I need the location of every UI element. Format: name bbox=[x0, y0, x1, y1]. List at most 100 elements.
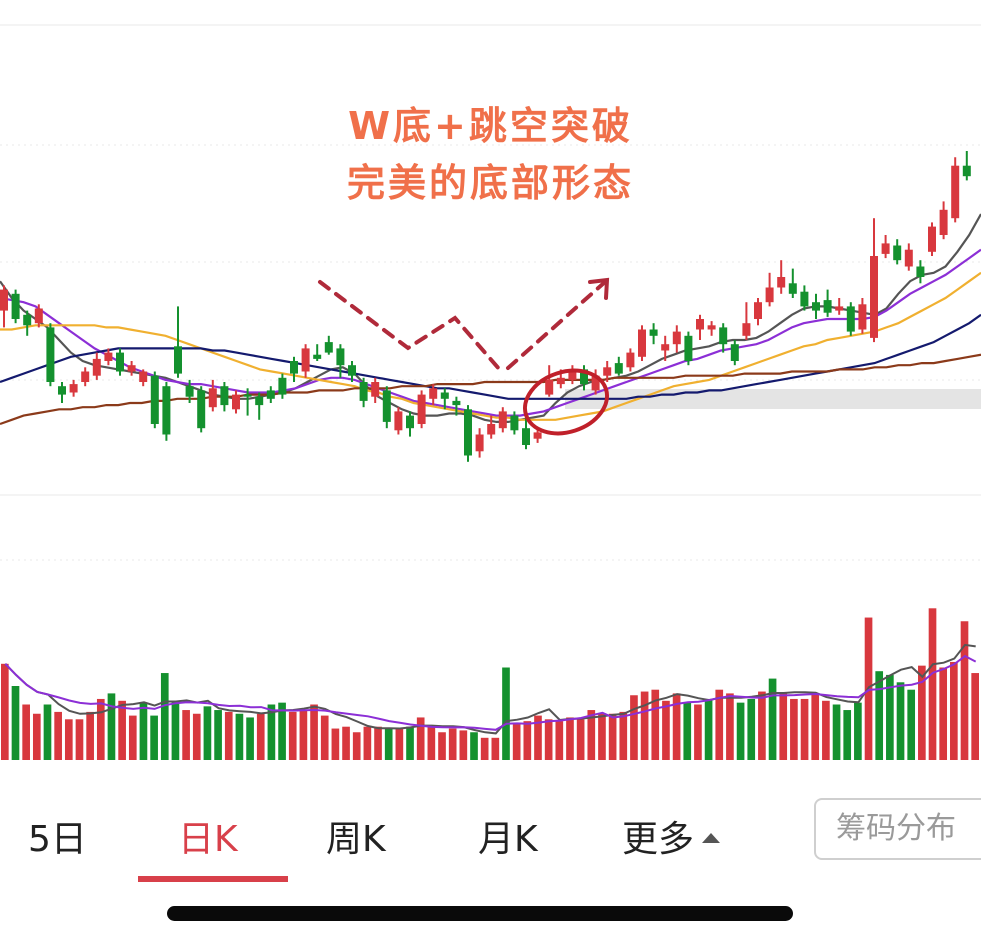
candle-body bbox=[812, 302, 820, 311]
candle bbox=[313, 344, 322, 361]
candle bbox=[684, 331, 693, 366]
volume-bars bbox=[1, 608, 979, 760]
volume-bar bbox=[139, 702, 148, 760]
volume-bar bbox=[886, 674, 894, 760]
candle-body bbox=[754, 302, 762, 319]
volume-bar bbox=[534, 715, 542, 760]
volume-bar bbox=[790, 698, 798, 760]
candle-body bbox=[893, 245, 902, 261]
candle bbox=[11, 289, 20, 324]
volume-bar bbox=[907, 689, 916, 760]
volume-bar bbox=[406, 726, 414, 760]
breakout-dashed-arrow-line bbox=[506, 280, 607, 370]
candle bbox=[464, 405, 472, 462]
candle-body bbox=[591, 375, 600, 391]
candle-body bbox=[881, 243, 890, 254]
candle bbox=[603, 361, 612, 382]
candle bbox=[92, 352, 101, 380]
candle-body bbox=[928, 226, 936, 252]
volume-bar bbox=[896, 682, 905, 760]
candle-body bbox=[904, 249, 913, 267]
candle-body bbox=[835, 306, 844, 311]
volume-bar bbox=[726, 693, 734, 760]
candle-body bbox=[846, 306, 855, 332]
volume-bar bbox=[54, 711, 62, 760]
candle-body bbox=[11, 293, 20, 319]
volume-bar bbox=[75, 719, 84, 760]
volume-bar bbox=[246, 717, 254, 760]
candle-body bbox=[336, 348, 345, 366]
candle bbox=[359, 377, 368, 408]
tab-more[interactable]: 更多 bbox=[622, 810, 721, 862]
candle-body bbox=[765, 287, 774, 303]
volume-bar bbox=[502, 667, 510, 760]
volume-ma5-line bbox=[4, 643, 976, 735]
volume-bar bbox=[811, 693, 820, 760]
candle bbox=[58, 382, 66, 403]
candle bbox=[394, 407, 403, 435]
candle-body bbox=[487, 424, 496, 435]
candle-body bbox=[464, 409, 472, 456]
candle bbox=[754, 298, 762, 326]
annotation-subtitle: 完美的底部形态 bbox=[346, 161, 634, 205]
candle-body bbox=[800, 291, 809, 307]
candle-body bbox=[382, 390, 391, 422]
volume-bar bbox=[459, 730, 468, 760]
candle-body bbox=[429, 388, 438, 399]
candle-body bbox=[46, 327, 55, 382]
candle-body bbox=[533, 432, 542, 439]
candle-body bbox=[672, 331, 681, 345]
volume-bar bbox=[598, 713, 606, 760]
candle bbox=[580, 365, 588, 391]
candle-body bbox=[220, 386, 229, 406]
volume-bar bbox=[683, 702, 692, 760]
w-bottom-dashed-path bbox=[318, 280, 502, 372]
candle bbox=[243, 388, 252, 416]
candle bbox=[324, 335, 333, 355]
candle-body bbox=[92, 358, 101, 376]
volume-bar bbox=[704, 698, 713, 760]
candle bbox=[104, 348, 113, 366]
annotation-title: W底+跳空突破 bbox=[348, 104, 633, 148]
tab-daily-k[interactable]: 日K bbox=[178, 819, 238, 860]
tab-weekly-k[interactable]: 周K bbox=[326, 819, 386, 860]
home-indicator[interactable] bbox=[167, 906, 793, 921]
volume-bar bbox=[854, 702, 862, 760]
candle bbox=[730, 340, 739, 366]
candle bbox=[672, 325, 681, 353]
candle-body bbox=[232, 394, 240, 410]
candle bbox=[69, 379, 78, 397]
volume-bar bbox=[395, 728, 404, 760]
candle-body bbox=[174, 346, 182, 374]
volume-bar bbox=[171, 700, 180, 760]
volume-bar bbox=[950, 661, 958, 760]
candle-body bbox=[116, 352, 124, 372]
candle bbox=[162, 382, 171, 441]
candle bbox=[371, 377, 380, 403]
candle bbox=[638, 325, 646, 361]
tab-5day[interactable]: 5日 bbox=[28, 819, 87, 860]
volume-bar bbox=[736, 702, 745, 760]
volume-ma10-line bbox=[4, 654, 977, 731]
candle bbox=[696, 314, 704, 340]
volume-bar bbox=[576, 719, 585, 760]
volume-bar bbox=[288, 711, 297, 760]
candle bbox=[116, 348, 124, 376]
candle-body bbox=[127, 365, 136, 372]
tab-monthly-k[interactable]: 月K bbox=[478, 819, 538, 860]
volume-bar bbox=[758, 691, 766, 760]
candle bbox=[266, 386, 275, 403]
candle-body bbox=[603, 367, 612, 376]
candle-body bbox=[684, 335, 693, 361]
candle bbox=[788, 268, 797, 298]
candle bbox=[220, 382, 229, 412]
volume-bar bbox=[299, 710, 308, 760]
candle bbox=[348, 361, 356, 382]
candle bbox=[742, 302, 751, 340]
volume-bar bbox=[118, 700, 126, 760]
candle bbox=[475, 428, 484, 458]
candle-body bbox=[568, 371, 577, 380]
volume-bar bbox=[928, 608, 937, 760]
candle-body bbox=[23, 314, 32, 326]
chip-distribution-button[interactable]: 筹码分布 bbox=[814, 798, 981, 860]
